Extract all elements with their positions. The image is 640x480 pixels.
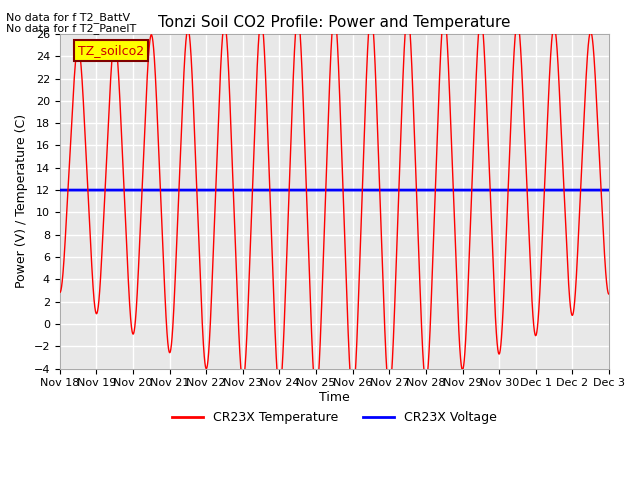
Legend: CR23X Temperature, CR23X Voltage: CR23X Temperature, CR23X Voltage [166, 406, 502, 429]
Title: Tonzi Soil CO2 Profile: Power and Temperature: Tonzi Soil CO2 Profile: Power and Temper… [158, 15, 511, 30]
Text: TZ_soilco2: TZ_soilco2 [78, 44, 144, 57]
Y-axis label: Power (V) / Temperature (C): Power (V) / Temperature (C) [15, 114, 28, 288]
Text: No data for f T2_BattV: No data for f T2_BattV [6, 12, 131, 23]
X-axis label: Time: Time [319, 391, 350, 404]
Text: No data for f T2_PanelT: No data for f T2_PanelT [6, 23, 137, 34]
